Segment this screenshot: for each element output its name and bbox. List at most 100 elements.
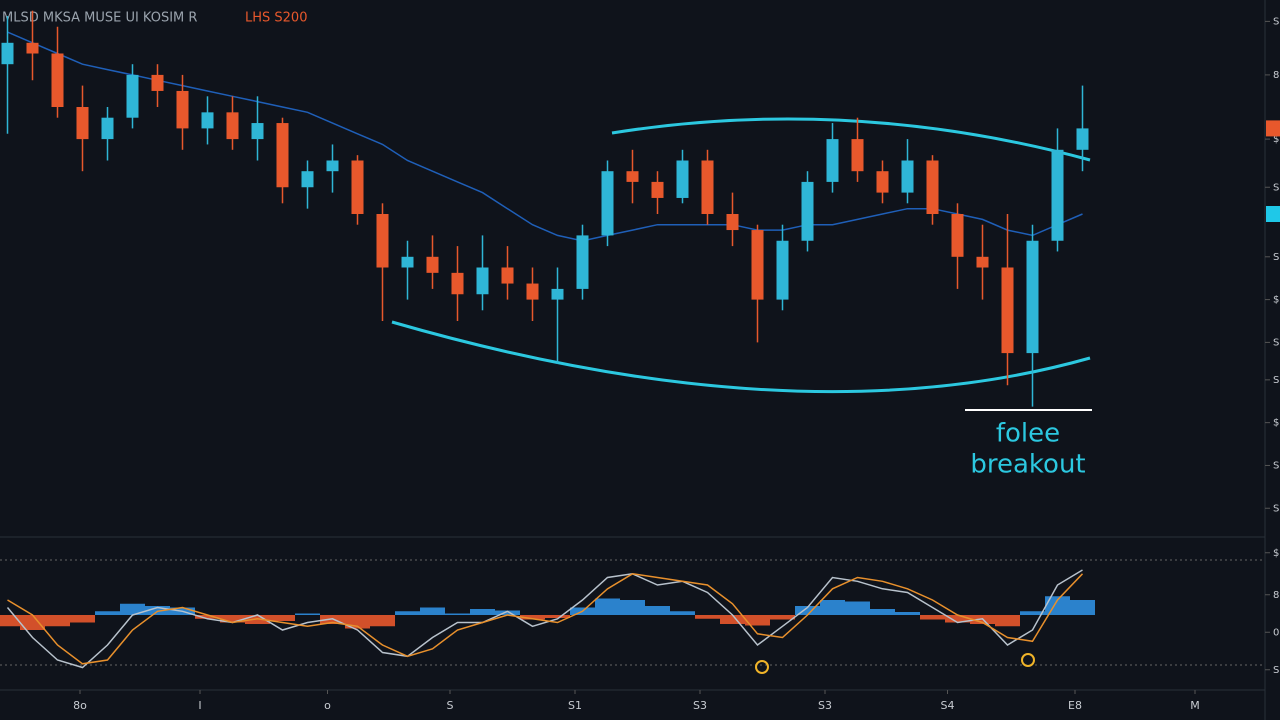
candle-body [776,240,789,300]
histogram-bar [870,609,895,615]
histogram-bar [545,615,570,618]
channel-lower [391,320,1091,394]
candle-body [951,214,964,257]
chart-subtitle: LHS S200 [245,11,307,26]
macd-line [6,569,1083,669]
signal-marker [755,660,769,674]
y-tick-label: $ [1273,134,1279,145]
histogram-bar [445,613,470,615]
channel-upper [611,117,1091,162]
histogram-bar [745,615,770,626]
histogram-bar [945,615,970,623]
histogram-bar [670,611,695,615]
histogram-bar [770,615,795,620]
ma-tag [1266,206,1280,222]
candle-body [626,171,639,182]
candle-body [151,74,164,91]
x-tick-label: S [447,699,454,712]
annotation: breakout [970,450,1085,480]
histogram-bar [820,600,845,615]
histogram-bar [120,603,145,615]
histogram-bar [645,606,670,615]
histogram-bar [195,615,220,619]
last-price-tag [1266,120,1280,137]
x-tick-label: o [324,699,331,712]
candle-body [126,74,139,118]
candle-body [1051,149,1064,241]
histogram-bar [220,615,245,623]
histogram-bar [695,615,720,619]
x-tick-label: S3 [693,699,707,712]
histogram-bar [70,615,95,623]
candle-body [401,256,414,268]
y-tick-label: S [1273,337,1279,348]
histogram-bar [0,615,20,627]
candle-body [326,160,339,172]
candle-body [276,123,289,188]
histogram-bar [1070,600,1095,615]
candle-body [701,160,714,214]
candle-body [476,267,489,295]
histogram-bar [145,606,170,615]
candle-body [226,112,239,140]
histogram-bar [95,611,120,615]
candle-body [51,53,64,107]
y-tick-label: S [1273,16,1279,27]
candle-body [851,139,864,172]
histogram-bar [295,613,320,615]
y-tick-label: 0 [1273,627,1279,638]
histogram-bar [895,612,920,615]
signal-marker [1021,653,1035,667]
histogram-bar [845,601,870,615]
candle-body [551,288,564,300]
histogram-bar [595,598,620,615]
x-tick-label: E8 [1068,699,1082,712]
y-tick-label: S [1273,252,1279,263]
y-tick-label: S [1273,460,1279,471]
histogram-bar [20,615,45,630]
histogram-bar [920,615,945,620]
candle-body [826,139,839,182]
candle-body [876,171,889,193]
candle-body [576,235,589,289]
candle-body [926,160,939,214]
y-tick-label: S [1273,503,1279,514]
candle-body [676,160,689,198]
x-tick-label: M [1190,699,1200,712]
candle-body [901,160,914,193]
histogram-bar [1020,611,1045,615]
x-tick-label: 8o [73,699,87,712]
histogram-bar [45,615,70,627]
candle-body [651,181,664,198]
candle-body [76,107,89,140]
candle-body [101,117,114,140]
histogram-bar [620,600,645,615]
y-tick-label: S [1273,375,1279,386]
x-tick-label: S1 [568,699,582,712]
histogram-bar [520,615,545,620]
candle-body [376,214,389,268]
candle-body [301,171,314,188]
y-tick-label: $ [1273,548,1279,559]
candle-body [801,181,814,241]
histogram-bar [270,615,295,621]
candle-body [1001,267,1014,354]
x-tick-label: I [198,699,201,712]
histogram-bar [420,607,445,615]
histogram-bar [395,611,420,615]
histogram-bar [370,615,395,627]
y-tick-label: 8 [1273,590,1279,601]
candle-body [1026,240,1039,354]
candle-body [751,230,764,300]
chart-title: MLSD MKSA MUSE UI KOSIM R [2,11,197,26]
y-tick-label: $ [1273,295,1279,306]
candle-body [1076,128,1089,150]
candle-body [501,267,514,284]
histogram-bar [470,609,495,615]
candle-body [251,123,264,140]
candle-body [726,214,739,231]
candle-body [601,171,614,236]
histogram-bar [995,615,1020,627]
histogram-bar [495,610,520,615]
